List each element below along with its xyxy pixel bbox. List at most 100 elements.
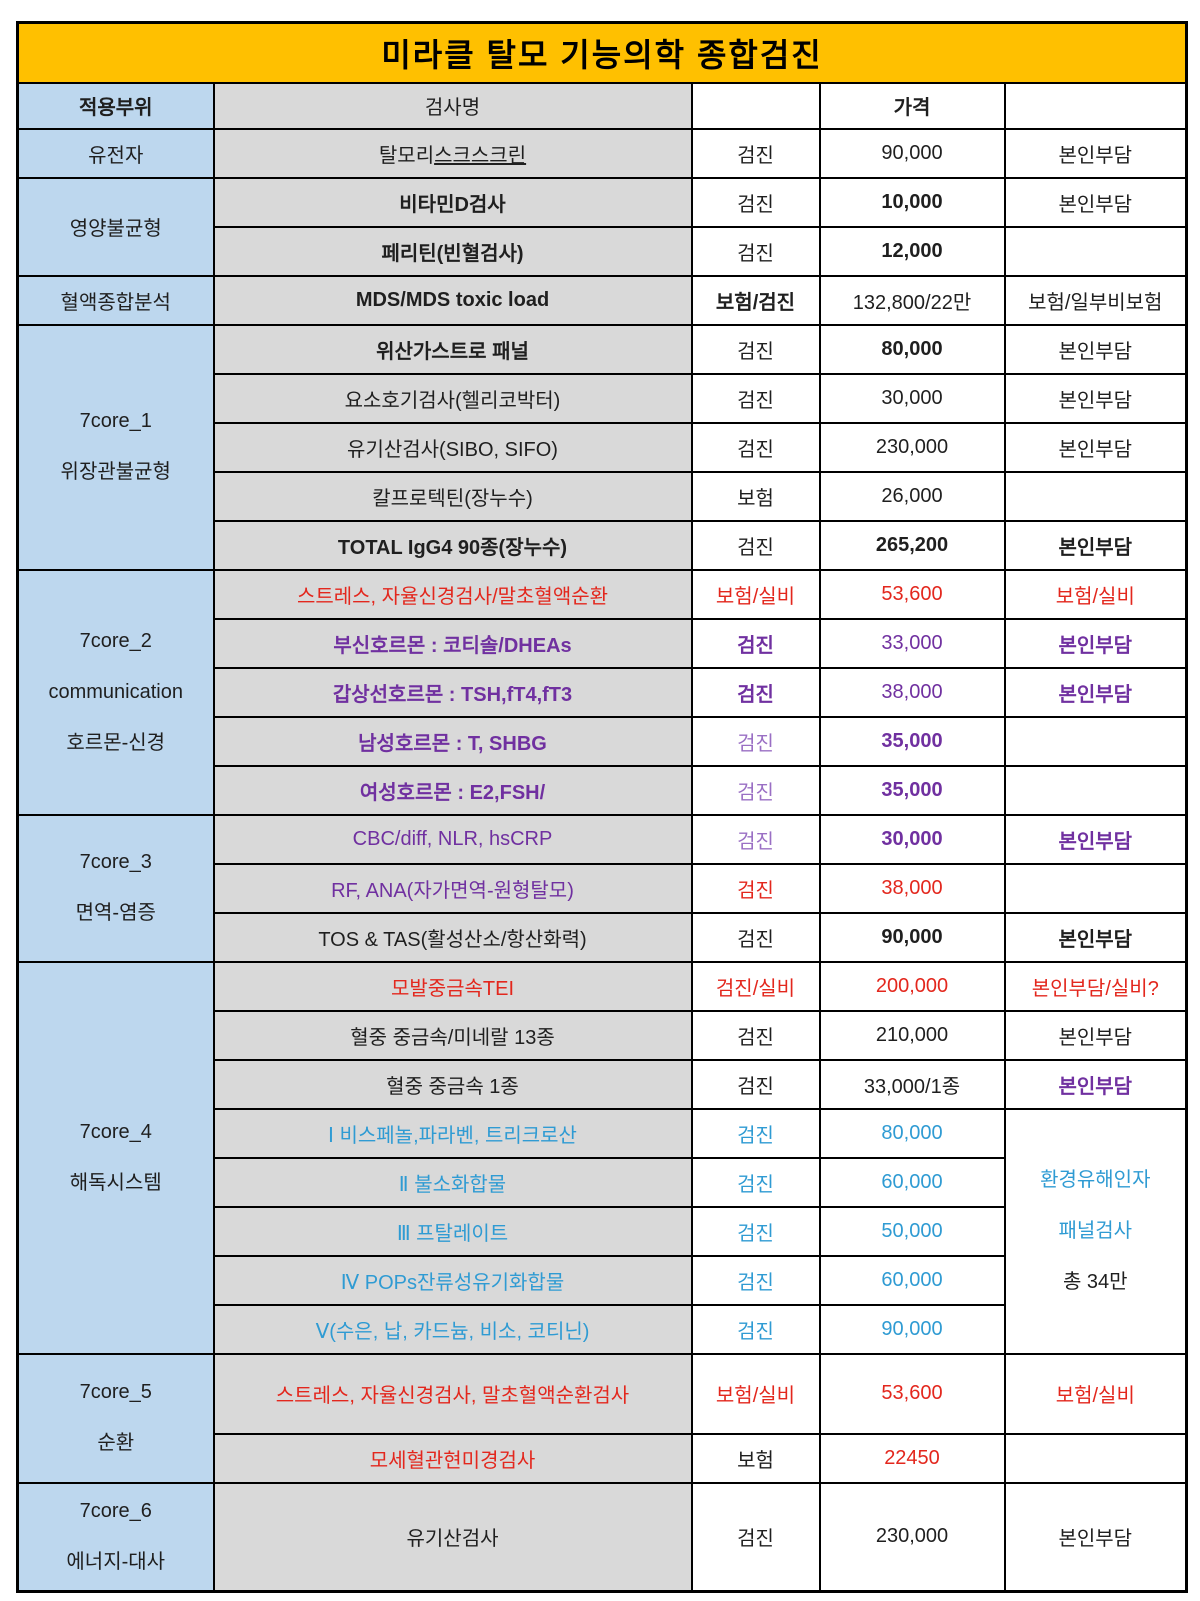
method-cell: 검진: [690, 813, 821, 865]
method-cell: 검진: [690, 372, 821, 424]
price-cell: 50,000: [818, 1205, 1006, 1257]
method-cell: 검진: [690, 421, 821, 473]
table-body: 유전자 탈모리스크스크린 검진 90,000 본인부담 영양불균형 비타민D검사 검진 10,0…: [16, 127, 1188, 1592]
area-cell: 7core_4 해독시스템: [16, 960, 215, 1355]
price-cell: 30,000: [818, 372, 1006, 424]
table-row: Ⅴ(수은, 납, 카드늄, 비소, 코티닌) 검진 90,000: [18, 1303, 1187, 1355]
cell-line: 에너지-대사: [66, 1550, 166, 1573]
table-row: 유전자 탈모리스크스크린 검진 90,000 본인부담: [16, 127, 1188, 179]
cell-line: 위장관불균형: [60, 461, 171, 483]
payment-cell: 본인부담: [1003, 666, 1188, 718]
test-name-cell: 칼프로텍틴(장누수): [212, 470, 693, 522]
price-cell: 230,000: [818, 1481, 1006, 1592]
test-name-cell: 부신호르몬 : 코티솔/DHEAs: [212, 617, 693, 669]
method-cell: 검진: [690, 1205, 821, 1257]
price-cell: 210,000: [818, 1009, 1006, 1061]
area-cell: 적용부위: [16, 81, 215, 130]
test-name-cell: 요소호기검사(헬리코박터): [212, 372, 693, 424]
payment-cell: 본인부담: [1003, 1058, 1188, 1110]
method-cell: 검진: [690, 323, 821, 375]
payment-cell: 본인부담: [1003, 617, 1188, 669]
test-name-cell: 스트레스, 자율신경검사, 말초혈액순환검사: [212, 1352, 693, 1435]
method-cell: 검진: [690, 764, 821, 816]
area-cell: 7core_1 위장관불균형: [16, 323, 215, 571]
test-name-cell: 갑상선호르몬 : TSH,fT4,fT3: [212, 666, 693, 718]
price-cell: 200,000: [818, 960, 1006, 1012]
method-cell: 검진: [690, 1156, 821, 1208]
method-cell: 보험: [690, 1432, 821, 1484]
table-row: 7core_2 communication 호르몬-신경 스트레스, 자율신경검사/말…: [16, 568, 1188, 816]
cell-line: 패널검사: [1058, 1219, 1133, 1242]
table-row: 갑상선호르몬 : TSH,fT4,fT3 검진 38,000 본인부담: [18, 666, 1188, 718]
table-row: 페리틴(빈혈검사) 검진 12,000: [18, 225, 1188, 277]
table-row: RF, ANA(자가면역-원형탈모) 검진 38,000: [18, 862, 1188, 914]
price-cell: 80,000: [818, 323, 1006, 375]
cell-line: 총 34만: [1062, 1270, 1128, 1293]
cell-line: 호르몬-신경: [66, 731, 166, 754]
cell-line: 7core_1: [79, 410, 152, 432]
method-cell: 검진: [690, 1058, 821, 1110]
test-name-cell: 유기산검사: [212, 1481, 693, 1592]
area-cell: 유전자: [16, 127, 215, 179]
method-cell: 검진/실비: [690, 960, 821, 1012]
method-cell: 검진: [690, 1254, 821, 1306]
test-name-cell: TOTAL IgG4 90종(장누수): [212, 519, 693, 571]
payment-cell: [1003, 1432, 1188, 1484]
payment-cell: 보험/실비: [1003, 568, 1188, 620]
price-cell: 26,000: [818, 470, 1006, 522]
price-cell: 60,000: [818, 1254, 1006, 1306]
method-cell: 보험/실비: [690, 1352, 821, 1435]
table-row: Ⅱ 불소화합물 검진 60,000: [18, 1156, 1187, 1208]
price-cell: 53,600: [818, 1352, 1006, 1435]
price-cell: 90,000: [818, 911, 1006, 963]
table-row: 영양불균형 비타민D검사 검진 10,000 본인부담: [16, 176, 1188, 277]
price-cell: 38,000: [818, 666, 1006, 718]
table-row: 7core_3 면역-염증 CBC/diff, NLR, hsCRP 검진 30,000…: [16, 813, 1188, 963]
table-row: 7core_6 에너지-대사 유기산검사 검진 230,000 본인부담: [16, 1481, 1188, 1592]
method-cell: [690, 81, 821, 130]
cell-line: 7core_4: [79, 1120, 152, 1143]
table-row: 혈중 중금속/미네랄 13종 검진 210,000 본인부담: [18, 1009, 1188, 1061]
payment-cell: 본인부담: [1003, 519, 1188, 571]
test-name-cell: MDS/MDS toxic load: [212, 274, 693, 326]
price-cell: 38,000: [818, 862, 1006, 914]
table-row: Ⅲ 프탈레이트 검진 50,000: [18, 1205, 1187, 1257]
price-cell: 265,200: [818, 519, 1006, 571]
method-cell: 검진: [690, 715, 821, 767]
cell-text-segment: 탈모리: [378, 144, 435, 167]
table-title-row: 미라클 탈모 기능의학 종합검진: [16, 21, 1188, 84]
test-name-cell: Ⅲ 프탈레이트: [212, 1205, 693, 1257]
area-cell: 7core_5 순환: [16, 1352, 215, 1484]
table-row: Ⅰ 비스페놀,파라벤, 트리크로산 검진 80,000 환경유해인자 패널검사 총 34만: [18, 1107, 1188, 1355]
price-cell: 35,000: [818, 764, 1006, 816]
price-cell: 33,000/1종: [818, 1058, 1006, 1110]
payment-cell: 보험/실비: [1003, 1352, 1188, 1435]
test-name-cell: 혈중 중금속/미네랄 13종: [212, 1009, 693, 1061]
price-cell: 30,000: [818, 813, 1006, 865]
price-cell: 230,000: [818, 421, 1006, 473]
area-cell: 영양불균형: [16, 176, 215, 277]
table-row: 모세혈관현미경검사 보험 22450: [18, 1432, 1188, 1484]
test-name-cell: Ⅳ POPs잔류성유기화합물: [212, 1254, 693, 1306]
method-cell: 검진: [690, 862, 821, 914]
payment-cell: 본인부담: [1003, 372, 1188, 424]
payment-cell: 본인부담: [1003, 911, 1188, 963]
cell-line: 7core_2: [79, 629, 152, 652]
table-header-row: 적용부위 검사명 가격: [16, 81, 1188, 130]
page-title: 미라클 탈모 기능의학 종합검진: [16, 21, 1188, 84]
cell-text-segment: 스크스크린: [434, 144, 527, 167]
payment-cell: 보험/일부비보험: [1003, 274, 1188, 326]
method-cell: 검진: [690, 1107, 821, 1159]
test-name-cell: 스트레스, 자율신경검사/말초혈액순환: [212, 568, 693, 620]
table-row: TOS & TAS(활성산소/항산화력) 검진 90,000 본인부담: [18, 911, 1188, 963]
price-cell: 60,000: [818, 1156, 1006, 1208]
area-cell: 7core_6 에너지-대사: [16, 1481, 215, 1592]
table-row: TOTAL IgG4 90종(장누수) 검진 265,200 본인부담: [18, 519, 1188, 571]
method-cell: 보험/실비: [690, 568, 821, 620]
method-cell: 검진: [690, 617, 821, 669]
payment-cell: 환경유해인자 패널검사 총 34만: [1003, 1107, 1188, 1355]
payment-cell: [1003, 764, 1188, 816]
price-cell: 90,000: [818, 1303, 1006, 1355]
